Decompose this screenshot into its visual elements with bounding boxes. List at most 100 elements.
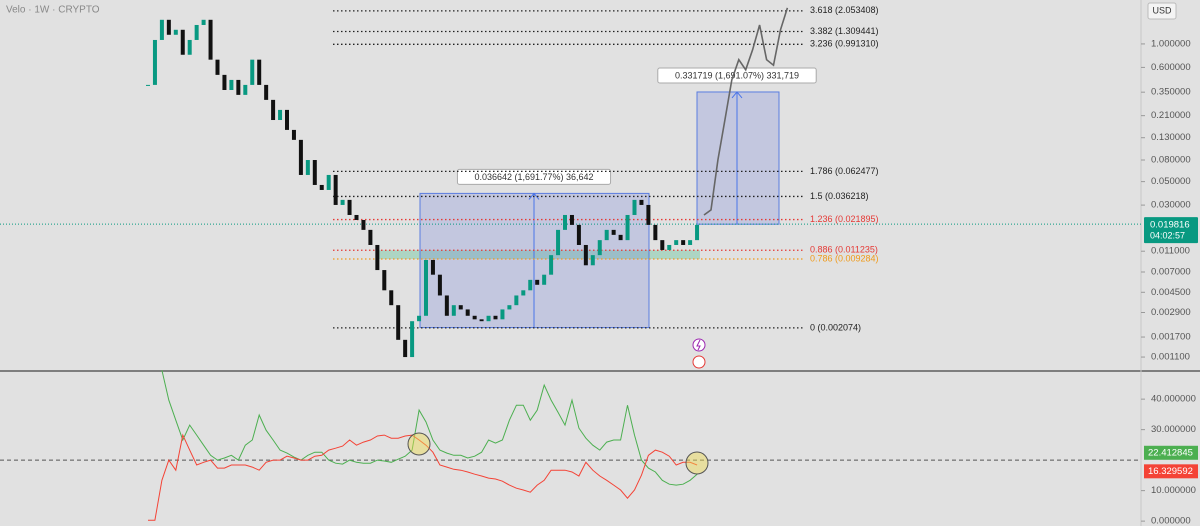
candle xyxy=(500,309,505,320)
candle xyxy=(410,321,415,358)
measure-label: 0.036642 (1,691.77%) 36,642 xyxy=(474,172,593,182)
y-tick-label: 0.001700 xyxy=(1151,332,1191,343)
candle xyxy=(236,79,241,95)
candle xyxy=(604,229,609,241)
fib-label: 3.236 (0.991310) xyxy=(810,39,879,49)
y-tick-label: 0.000000 xyxy=(1151,516,1191,526)
highlight-circle xyxy=(407,432,431,456)
y-tick-label: 0.004500 xyxy=(1151,287,1191,298)
candle xyxy=(187,39,192,55)
candle xyxy=(396,305,401,340)
candle xyxy=(611,229,616,235)
candle xyxy=(368,229,373,245)
candle xyxy=(674,240,679,245)
fib-label: 1.786 (0.062477) xyxy=(810,166,879,176)
candle xyxy=(521,290,526,296)
candle xyxy=(535,279,540,285)
event-icon-bolt xyxy=(696,339,701,351)
y-tick-label: 40.000000 xyxy=(1151,394,1196,405)
candle xyxy=(201,19,206,25)
measure-arrowhead xyxy=(528,192,540,200)
candle xyxy=(681,240,686,245)
y-tick-label: 0.001100 xyxy=(1151,352,1190,363)
projection-line xyxy=(703,7,789,216)
highlight-circle xyxy=(685,451,709,475)
candle xyxy=(618,234,623,241)
candle xyxy=(271,99,276,121)
candle xyxy=(208,19,213,60)
symbol-title: Velo · 1W · CRYPTO xyxy=(6,5,100,16)
candle xyxy=(382,270,387,291)
last-value-label: 22.412845 xyxy=(1148,447,1193,458)
candle xyxy=(590,255,595,266)
candle xyxy=(417,315,422,322)
candle xyxy=(166,19,171,35)
fib-label: 3.618 (2.053408) xyxy=(810,5,879,15)
candle xyxy=(229,79,234,90)
measure-box xyxy=(696,91,780,225)
candle xyxy=(556,229,561,256)
last-value-box xyxy=(1144,445,1198,460)
candle xyxy=(375,244,380,271)
candle xyxy=(625,214,630,241)
candle xyxy=(646,204,651,225)
candle xyxy=(479,319,484,322)
flag-icon[interactable] xyxy=(692,355,706,369)
candle xyxy=(180,29,185,55)
candle xyxy=(493,315,498,320)
countdown: 04:02:57 xyxy=(1150,231,1185,241)
fib-label: 0.886 (0.011235) xyxy=(810,245,878,255)
candle xyxy=(688,240,693,245)
candle xyxy=(264,84,269,100)
candle xyxy=(278,109,283,121)
y-tick-label: 0.030000 xyxy=(1151,200,1191,211)
candle xyxy=(660,240,665,250)
candle xyxy=(653,224,658,241)
candle xyxy=(514,295,519,306)
candle xyxy=(451,305,456,316)
last-value-box xyxy=(1144,464,1198,479)
candle xyxy=(695,224,700,241)
candle xyxy=(403,339,408,358)
measure-label-box xyxy=(456,168,612,185)
y-tick-label: 0.011000 xyxy=(1151,246,1190,257)
measure-arrowhead xyxy=(731,91,743,99)
y-tick-label: 0.210000 xyxy=(1151,110,1191,121)
candle xyxy=(340,199,345,205)
candle xyxy=(215,59,220,75)
y-tick-label: 0.130000 xyxy=(1151,132,1191,143)
currency: USD xyxy=(1152,5,1172,15)
candle xyxy=(250,59,255,85)
candle xyxy=(146,84,150,86)
candle xyxy=(583,244,588,266)
candle xyxy=(437,274,442,296)
event-icon[interactable] xyxy=(692,338,706,352)
fib-zone xyxy=(379,250,700,260)
candle xyxy=(285,109,289,130)
fib-label: 0.786 (0.009284) xyxy=(810,253,879,263)
candle xyxy=(298,139,303,175)
candle xyxy=(528,279,533,291)
last-price-label: 0.019816 xyxy=(1150,220,1190,231)
candle xyxy=(312,160,317,185)
candle xyxy=(354,214,359,220)
candle xyxy=(243,84,248,95)
y-tick-label: 0.600000 xyxy=(1151,62,1191,73)
candle xyxy=(458,305,463,310)
y-tick-label: 0.080000 xyxy=(1151,155,1191,166)
fib-label: 0 (0.002074) xyxy=(810,322,861,332)
candle xyxy=(194,24,199,40)
candle xyxy=(347,199,352,215)
candle xyxy=(333,174,338,205)
candle xyxy=(507,305,512,310)
currency-box[interactable] xyxy=(1147,2,1177,20)
candle xyxy=(486,315,491,322)
y-tick-label: 1.000000 xyxy=(1151,38,1191,49)
y-tick-label: 10.000000 xyxy=(1151,485,1196,496)
indicator-line xyxy=(148,433,698,521)
candle xyxy=(576,224,581,245)
candle xyxy=(639,199,644,205)
candle xyxy=(667,244,672,250)
candle xyxy=(549,255,554,275)
